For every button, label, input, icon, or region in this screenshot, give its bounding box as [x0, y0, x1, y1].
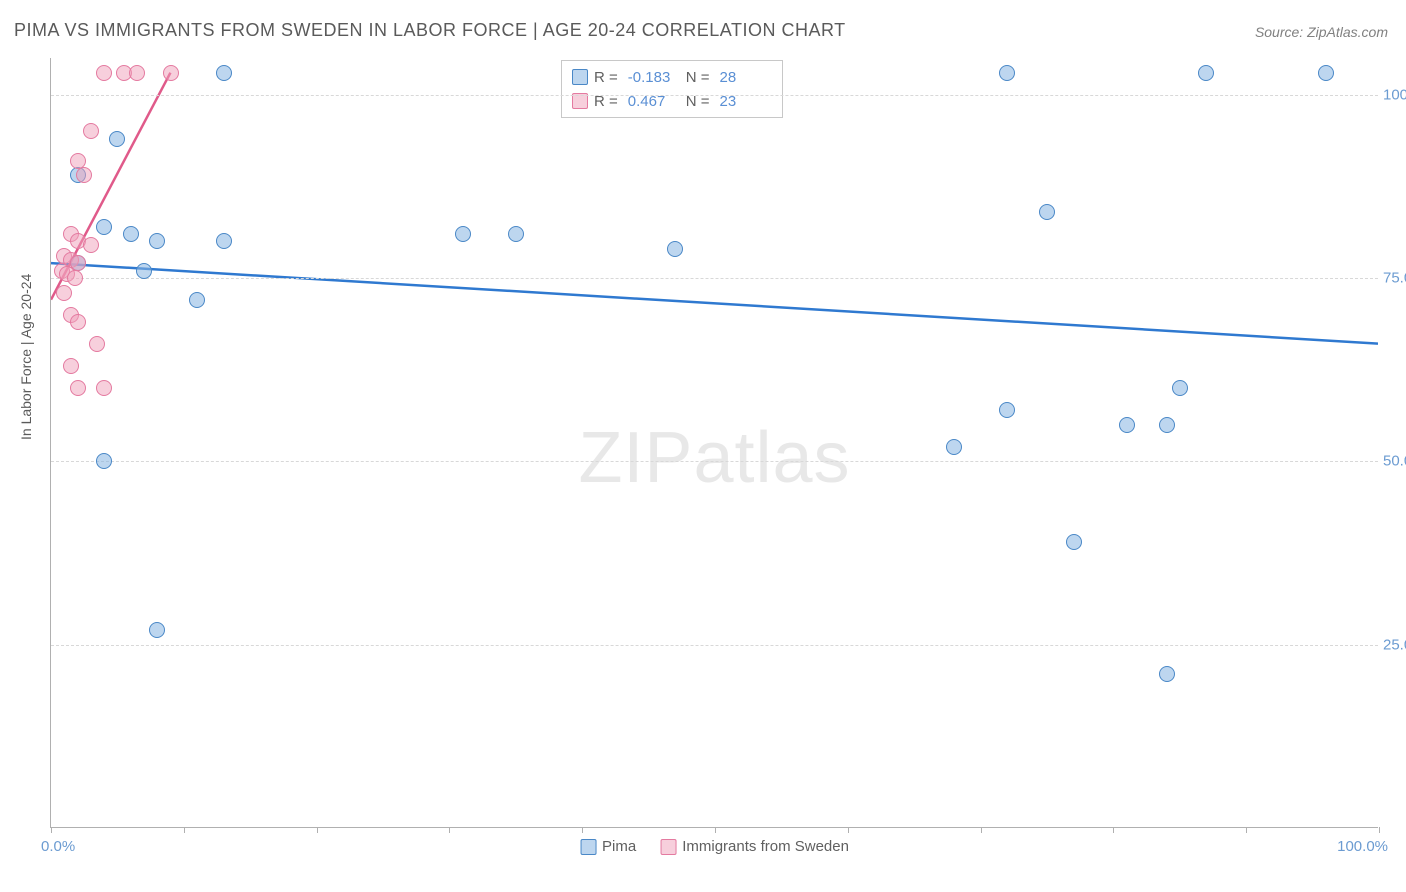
x-tick [449, 827, 450, 833]
x-tick [1246, 827, 1247, 833]
gridline [51, 95, 1378, 96]
stats-legend-row: R =0.467N =23 [572, 89, 772, 113]
data-point [56, 285, 72, 301]
x-tick [981, 827, 982, 833]
data-point [96, 219, 112, 235]
data-point [136, 263, 152, 279]
watermark-zip: ZIP [578, 418, 693, 498]
x-tick [848, 827, 849, 833]
source-attribution: Source: ZipAtlas.com [1255, 24, 1388, 40]
stats-legend: R = -0.183 N = 28 R =0.467N =23 [561, 60, 783, 118]
n-label: N = [686, 69, 710, 86]
data-point [1159, 666, 1175, 682]
data-point [999, 402, 1015, 418]
watermark-atlas: atlas [693, 418, 850, 498]
data-point [1318, 65, 1334, 81]
data-point [1159, 417, 1175, 433]
legend-label: Pima [602, 838, 636, 855]
x-tick [184, 827, 185, 833]
data-point [129, 65, 145, 81]
legend-item: Pima [580, 838, 636, 855]
data-point [508, 226, 524, 242]
data-point [83, 237, 99, 253]
data-point [1198, 65, 1214, 81]
data-point [163, 65, 179, 81]
data-point [1039, 204, 1055, 220]
data-point [946, 439, 962, 455]
trend-line [51, 263, 1378, 344]
data-point [63, 358, 79, 374]
x-tick [582, 827, 583, 833]
data-point [96, 65, 112, 81]
n-value: 28 [720, 69, 772, 86]
gridline [51, 461, 1378, 462]
data-point [109, 131, 125, 147]
series-legend: Pima Immigrants from Sweden [580, 838, 849, 855]
data-point [1119, 417, 1135, 433]
y-tick-label: 50.0% [1383, 453, 1406, 470]
data-point [149, 233, 165, 249]
data-point [70, 153, 86, 169]
x-tick [1113, 827, 1114, 833]
data-point [999, 65, 1015, 81]
x-tick [715, 827, 716, 833]
data-point [83, 123, 99, 139]
data-point [667, 241, 683, 257]
legend-label: Immigrants from Sweden [682, 838, 849, 855]
x-tick [51, 827, 52, 833]
x-axis-label-max: 100.0% [1337, 838, 1388, 855]
data-point [76, 167, 92, 183]
gridline [51, 645, 1378, 646]
x-tick [317, 827, 318, 833]
watermark: ZIPatlas [578, 417, 850, 499]
gridline [51, 278, 1378, 279]
data-point [216, 233, 232, 249]
data-point [216, 65, 232, 81]
plot-area: ZIPatlas R =-0.183N =28R =0.467N =23 Pim… [50, 58, 1378, 828]
y-axis-title: In Labor Force | Age 20-24 [18, 274, 34, 440]
r-label: R = [594, 69, 618, 86]
r-value: -0.183 [628, 69, 680, 86]
data-point [96, 453, 112, 469]
data-point [70, 314, 86, 330]
data-point [89, 336, 105, 352]
data-point [123, 226, 139, 242]
legend-swatch [580, 839, 596, 855]
y-tick-label: 25.0% [1383, 636, 1406, 653]
x-axis-label-min: 0.0% [41, 838, 75, 855]
data-point [149, 622, 165, 638]
chart-title: PIMA VS IMMIGRANTS FROM SWEDEN IN LABOR … [14, 20, 846, 41]
data-point [455, 226, 471, 242]
x-tick [1379, 827, 1380, 833]
trend-lines-svg [51, 58, 1378, 827]
data-point [67, 270, 83, 286]
legend-swatch [660, 839, 676, 855]
y-tick-label: 100.0% [1383, 86, 1406, 103]
y-tick-label: 75.0% [1383, 270, 1406, 287]
data-point [70, 380, 86, 396]
data-point [1066, 534, 1082, 550]
legend-swatch [572, 69, 588, 85]
legend-item: Immigrants from Sweden [660, 838, 849, 855]
data-point [1172, 380, 1188, 396]
data-point [189, 292, 205, 308]
stats-legend-row: R = -0.183 N = 28 [572, 65, 772, 89]
data-point [96, 380, 112, 396]
